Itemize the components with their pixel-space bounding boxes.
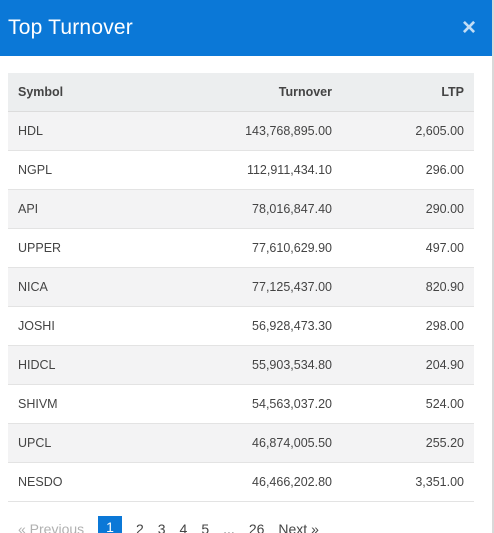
cell-turnover: 56,928,473.30 bbox=[252, 318, 332, 333]
table-row: UPPER 77,610,629.90 497.00 bbox=[8, 228, 474, 267]
cell-turnover: 77,125,437.00 bbox=[252, 279, 332, 294]
cell-turnover: 112,911,434.10 bbox=[246, 162, 332, 177]
cell-ltp: 497.00 bbox=[425, 240, 464, 255]
cell-ltp: 2,605.00 bbox=[415, 123, 464, 138]
table-row: HIDCL 55,903,534.80 204.90 bbox=[8, 345, 474, 384]
cell-ltp: 290.00 bbox=[425, 201, 464, 216]
cell-ltp: 524.00 bbox=[425, 396, 464, 411]
cell-ltp: 204.90 bbox=[425, 357, 464, 372]
pagination-page-1[interactable]: 1 bbox=[98, 516, 122, 533]
table-row: HDL 143,768,895.00 2,605.00 bbox=[8, 111, 474, 150]
pagination-page-5[interactable]: 5 bbox=[201, 520, 210, 533]
table-row: NGPL 112,911,434.10 296.00 bbox=[8, 150, 474, 189]
cell-symbol: HDL bbox=[18, 123, 44, 138]
pagination-previous: « Previous bbox=[18, 520, 85, 533]
cell-turnover: 78,016,847.40 bbox=[252, 201, 332, 216]
cell-symbol: JOSHI bbox=[18, 318, 55, 333]
table-row: JOSHI 56,928,473.30 298.00 bbox=[8, 306, 474, 345]
cell-symbol: NICA bbox=[18, 279, 48, 294]
pagination-page-2[interactable]: 2 bbox=[135, 520, 144, 533]
modal-body: Symbol Turnover LTP HDL 143,768,895.00 2… bbox=[0, 56, 492, 533]
pagination-page-last[interactable]: 26 bbox=[248, 520, 265, 533]
cell-turnover: 46,466,202.80 bbox=[252, 474, 332, 489]
cell-ltp: 255.20 bbox=[425, 435, 464, 450]
pagination-page-4[interactable]: 4 bbox=[179, 520, 188, 533]
column-header-symbol: Symbol bbox=[8, 73, 149, 112]
table-row: NESDO 46,466,202.80 3,351.00 bbox=[8, 462, 474, 501]
cell-ltp: 296.00 bbox=[425, 162, 464, 177]
close-icon[interactable]: × bbox=[461, 14, 476, 41]
cell-symbol: NESDO bbox=[18, 474, 63, 489]
column-header-turnover: Turnover bbox=[149, 73, 333, 112]
table-row: API 78,016,847.40 290.00 bbox=[8, 189, 474, 228]
table-row: UPCL 46,874,005.50 255.20 bbox=[8, 423, 474, 462]
table-header-row: Symbol Turnover LTP bbox=[8, 73, 474, 112]
modal-title: Top Turnover bbox=[8, 16, 133, 39]
cell-turnover: 46,874,005.50 bbox=[252, 435, 332, 450]
cell-ltp: 820.90 bbox=[425, 279, 464, 294]
pagination-page-3[interactable]: 3 bbox=[157, 520, 166, 533]
cell-ltp: 3,351.00 bbox=[415, 474, 464, 489]
cell-symbol: API bbox=[18, 201, 39, 216]
cell-symbol: HIDCL bbox=[18, 357, 56, 372]
turnover-table: Symbol Turnover LTP HDL 143,768,895.00 2… bbox=[8, 73, 474, 502]
table-row: NICA 77,125,437.00 820.90 bbox=[8, 267, 474, 306]
cell-turnover: 77,610,629.90 bbox=[252, 240, 332, 255]
cell-symbol: SHIVM bbox=[18, 396, 58, 411]
cell-ltp: 298.00 bbox=[425, 318, 464, 333]
pagination: « Previous 1 2 3 4 5 ... 26 Next » bbox=[18, 516, 474, 533]
pagination-ellipsis: ... bbox=[223, 520, 235, 533]
cell-turnover: 54,563,037.20 bbox=[252, 396, 332, 411]
cell-turnover: 143,768,895.00 bbox=[245, 123, 332, 138]
cell-symbol: UPCL bbox=[18, 435, 52, 450]
pagination-next[interactable]: Next » bbox=[278, 520, 319, 533]
column-header-ltp: LTP bbox=[333, 73, 474, 112]
cell-turnover: 55,903,534.80 bbox=[252, 357, 332, 372]
table-row: SHIVM 54,563,037.20 524.00 bbox=[8, 384, 474, 423]
cell-symbol: NGPL bbox=[18, 162, 53, 177]
modal-header: Top Turnover × bbox=[0, 0, 492, 56]
cell-symbol: UPPER bbox=[18, 240, 62, 255]
